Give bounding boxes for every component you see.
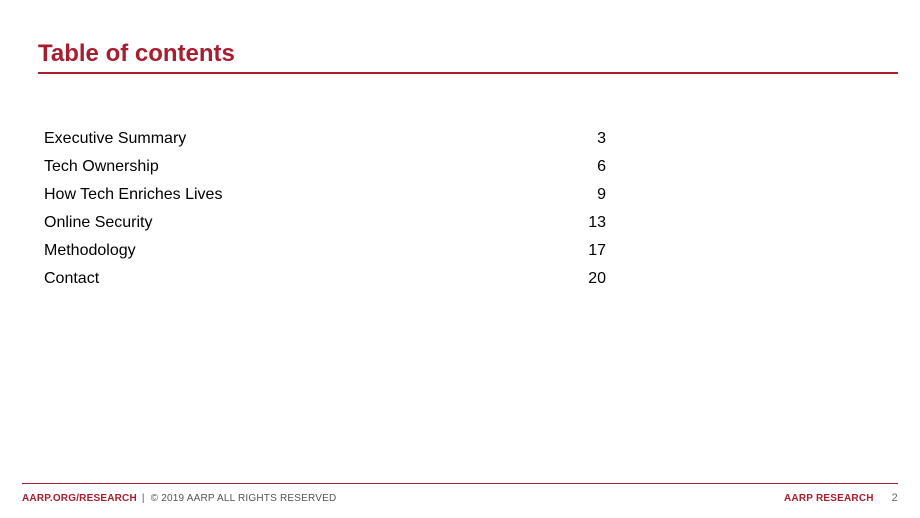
toc-row: How Tech Enriches Lives 9 [44, 186, 606, 214]
footer-rule [22, 483, 898, 484]
toc-label: How Tech Enriches Lives [44, 186, 222, 204]
toc-page: 17 [578, 242, 606, 260]
footer-site-link: AARP.ORG/RESEARCH [22, 493, 137, 504]
toc-row: Methodology 17 [44, 242, 606, 270]
page: Table of contents Executive Summary 3 Te… [0, 0, 920, 518]
footer: AARP.ORG/RESEARCH | © 2019 AARP ALL RIGH… [22, 492, 898, 504]
footer-left: AARP.ORG/RESEARCH | © 2019 AARP ALL RIGH… [22, 493, 336, 504]
toc-label: Tech Ownership [44, 158, 159, 176]
toc-label: Contact [44, 270, 99, 288]
toc-label: Methodology [44, 242, 136, 260]
toc-row: Contact 20 [44, 270, 606, 298]
footer-separator: | [142, 493, 145, 504]
footer-page-number: 2 [892, 492, 898, 504]
toc-label: Executive Summary [44, 130, 186, 148]
title-underline [38, 72, 898, 74]
table-of-contents: Executive Summary 3 Tech Ownership 6 How… [44, 130, 606, 298]
toc-row: Executive Summary 3 [44, 130, 606, 158]
toc-page: 13 [578, 214, 606, 232]
toc-page: 20 [578, 270, 606, 288]
toc-label: Online Security [44, 214, 153, 232]
toc-page: 3 [578, 130, 606, 148]
toc-page: 9 [578, 186, 606, 204]
page-title: Table of contents [38, 40, 235, 68]
toc-row: Tech Ownership 6 [44, 158, 606, 186]
footer-right: AARP RESEARCH 2 [784, 492, 898, 504]
toc-row: Online Security 13 [44, 214, 606, 242]
footer-copyright: © 2019 AARP ALL RIGHTS RESERVED [151, 493, 337, 504]
toc-page: 6 [578, 158, 606, 176]
footer-brand: AARP RESEARCH [784, 493, 874, 504]
